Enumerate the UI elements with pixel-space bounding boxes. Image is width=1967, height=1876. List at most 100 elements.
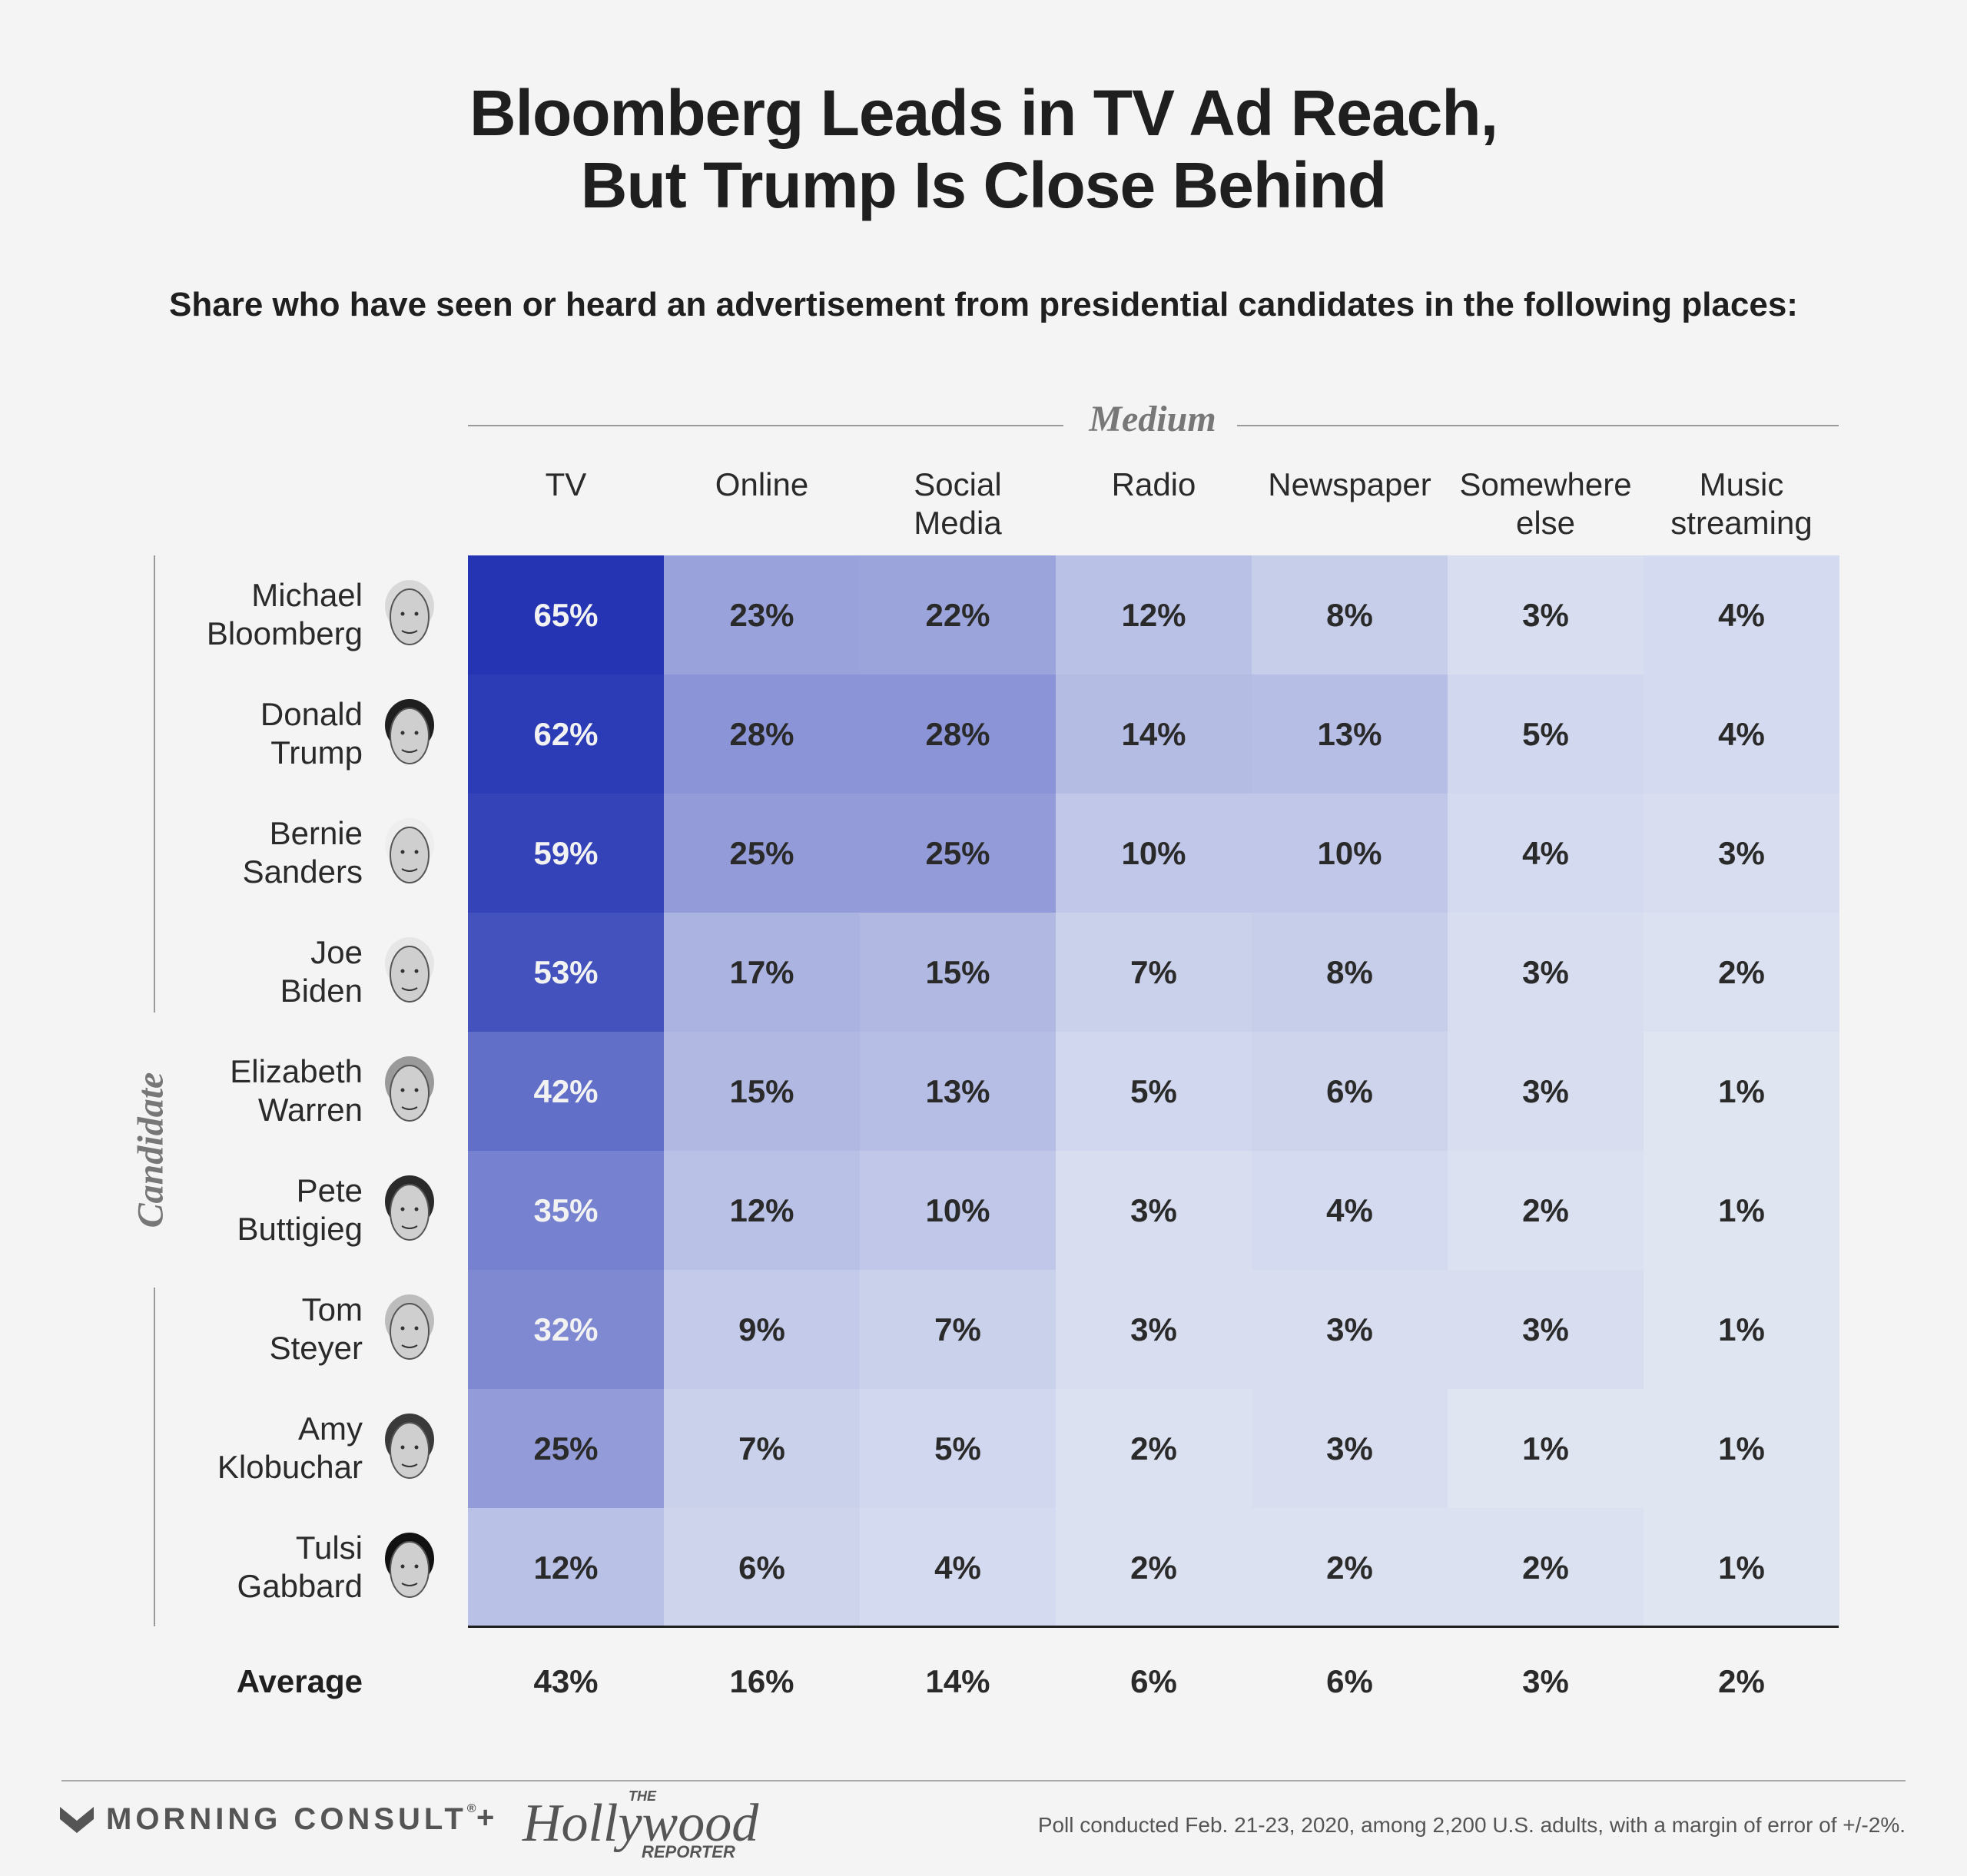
- heatmap-cell: 32%: [468, 1270, 664, 1389]
- column-header: Social Media: [860, 466, 1056, 542]
- heatmap-cell: 13%: [860, 1032, 1056, 1151]
- column-header-line: Newspaper: [1268, 466, 1431, 502]
- heatmap-cell: 7%: [1056, 913, 1252, 1032]
- medium-axis-line-left: [468, 425, 1063, 426]
- heatmap-cell: 15%: [664, 1032, 860, 1151]
- heatmap-cell: 2%: [1448, 1508, 1644, 1627]
- biden-face-icon: [385, 937, 434, 1003]
- candidate-name-line: Steyer: [269, 1330, 363, 1366]
- heatmap-cell: 1%: [1644, 1151, 1839, 1270]
- candidate-name-line: Bloomberg: [206, 615, 363, 651]
- steyer-face-icon: [385, 1294, 434, 1360]
- heatmap-cell: 7%: [664, 1389, 860, 1508]
- heatmap-cell: 6%: [1252, 1032, 1448, 1151]
- title-line-2: But Trump Is Close Behind: [580, 149, 1387, 221]
- candidate-name-line: Gabbard: [237, 1568, 363, 1604]
- column-header-line: else: [1515, 505, 1576, 541]
- candidate-name-line: Tom: [301, 1291, 363, 1327]
- heatmap-cell: 3%: [1448, 1270, 1644, 1389]
- chart-title: Bloomberg Leads in TV Ad Reach, But Trum…: [0, 77, 1967, 221]
- column-header: Online: [664, 466, 860, 504]
- candidate-axis-gap: [131, 1013, 177, 1288]
- trump-face-icon: [385, 699, 434, 764]
- table-baseline: [468, 1626, 1839, 1628]
- heatmap-cell: 59%: [468, 794, 664, 913]
- heatmap-cell: 10%: [860, 1151, 1056, 1270]
- heatmap-cell: 12%: [1056, 555, 1252, 674]
- heatmap-cell: 25%: [468, 1389, 664, 1508]
- heatmap-grid: 65% 23% 22% 12% 8% 3% 4% 62% 28% 28% 14% 13% 5% 4% 59%…: [468, 555, 1839, 1627]
- column-header-line: streaming: [1670, 505, 1813, 541]
- heatmap-cell: 3%: [1252, 1389, 1448, 1508]
- heatmap-cell: 4%: [1252, 1151, 1448, 1270]
- morning-consult-name: MORNING CONSULT: [106, 1802, 467, 1836]
- candidate-name: Tulsi Gabbard: [154, 1529, 363, 1606]
- candidate-name: Tom Steyer: [154, 1291, 363, 1367]
- medium-axis-line-right: [1237, 425, 1839, 426]
- heatmap-cell: 1%: [1644, 1032, 1839, 1151]
- candidate-name-line: Donald: [260, 696, 363, 732]
- heatmap-cell: 3%: [1448, 555, 1644, 674]
- warren-face-icon: [385, 1056, 434, 1122]
- heatmap-cell: 8%: [1252, 913, 1448, 1032]
- morning-consult-brand: MORNING CONSULT®: [106, 1802, 476, 1837]
- bloomberg-face-icon: [385, 580, 434, 645]
- chart-subtitle: Share who have seen or heard an advertis…: [169, 286, 1798, 323]
- heatmap-cell: 8%: [1252, 555, 1448, 674]
- heatmap-cell: 3%: [1448, 1032, 1644, 1151]
- heatmap-cell: 1%: [1644, 1270, 1839, 1389]
- heatmap-cell: 22%: [860, 555, 1056, 674]
- gabbard-face-icon: [385, 1533, 434, 1598]
- heatmap-cell: 25%: [664, 794, 860, 913]
- column-header: Radio: [1056, 466, 1252, 504]
- heatmap-cell: 23%: [664, 555, 860, 674]
- heatmap-cell: 3%: [1056, 1151, 1252, 1270]
- heatmap-cell: 2%: [1448, 1151, 1644, 1270]
- brand-plus: +: [476, 1801, 495, 1835]
- candidate-name-line: Bernie: [269, 815, 363, 851]
- medium-axis-label: Medium: [1089, 399, 1216, 439]
- candidate-name-line: Joe: [310, 934, 363, 970]
- heatmap-cell: 15%: [860, 913, 1056, 1032]
- klobuchar-face-icon: [385, 1414, 434, 1479]
- hollywood-reporter-logo: THE Hollywood REPORTER: [522, 1788, 759, 1861]
- column-header: Newspaper: [1252, 466, 1448, 504]
- candidate-name: Amy Klobuchar: [154, 1410, 363, 1487]
- heatmap-cell: 1%: [1448, 1389, 1644, 1508]
- buttigieg-face-icon: [385, 1175, 434, 1241]
- heatmap-cell: 3%: [1056, 1270, 1252, 1389]
- thr-reporter: REPORTER: [642, 1842, 735, 1861]
- column-header: Somewhere else: [1448, 466, 1644, 542]
- morning-consult-mark: ®: [466, 1802, 476, 1815]
- column-header-line: Somewhere: [1459, 466, 1632, 502]
- heatmap-cell: 12%: [468, 1508, 664, 1627]
- average-value: 2%: [1718, 1663, 1765, 1699]
- column-header: Music streaming: [1644, 466, 1839, 542]
- average-value: 3%: [1522, 1663, 1569, 1699]
- average-value: 16%: [729, 1663, 794, 1699]
- average-value: 14%: [925, 1663, 990, 1699]
- footer-divider: [61, 1780, 1906, 1782]
- heatmap-cell: 10%: [1252, 794, 1448, 913]
- average-value: 6%: [1326, 1663, 1373, 1699]
- column-header-line: Online: [715, 466, 809, 502]
- average-value: 43%: [533, 1663, 599, 1699]
- heatmap-cell: 25%: [860, 794, 1056, 913]
- poll-footnote: Poll conducted Feb. 21-23, 2020, among 2…: [1037, 1813, 1906, 1837]
- thr-the: THE: [629, 1788, 657, 1804]
- candidate-name: Bernie Sanders: [154, 814, 363, 891]
- heatmap-cell: 1%: [1644, 1508, 1839, 1627]
- heatmap-cell: 17%: [664, 913, 860, 1032]
- heatmap-cell: 3%: [1644, 794, 1839, 913]
- candidate-name: Donald Trump: [154, 695, 363, 772]
- sanders-face-icon: [385, 818, 434, 883]
- candidate-name-line: Elizabeth: [230, 1053, 363, 1089]
- candidate-name-line: Warren: [257, 1092, 363, 1128]
- candidate-name-line: Tulsi: [295, 1530, 363, 1566]
- heatmap-cell: 4%: [1644, 555, 1839, 674]
- heatmap-cell: 3%: [1252, 1270, 1448, 1389]
- morning-consult-logo-icon: [60, 1807, 94, 1833]
- heatmap-cell: 4%: [1644, 674, 1839, 794]
- candidate-name-line: Klobuchar: [217, 1449, 363, 1485]
- heatmap-cell: 1%: [1644, 1389, 1839, 1508]
